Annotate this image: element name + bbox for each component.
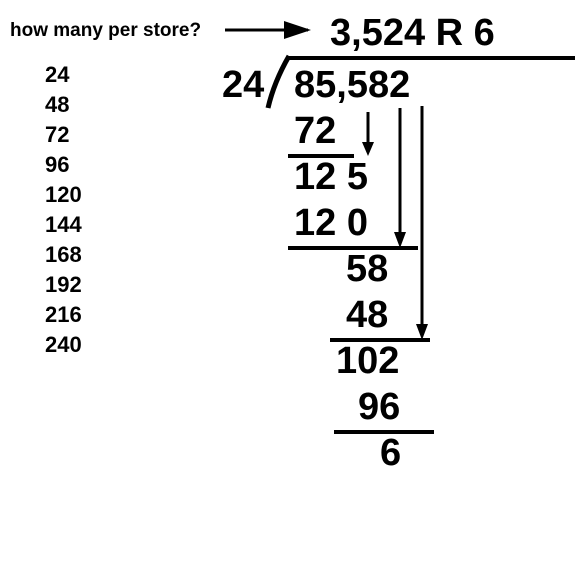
drop-arrows [0, 0, 579, 572]
